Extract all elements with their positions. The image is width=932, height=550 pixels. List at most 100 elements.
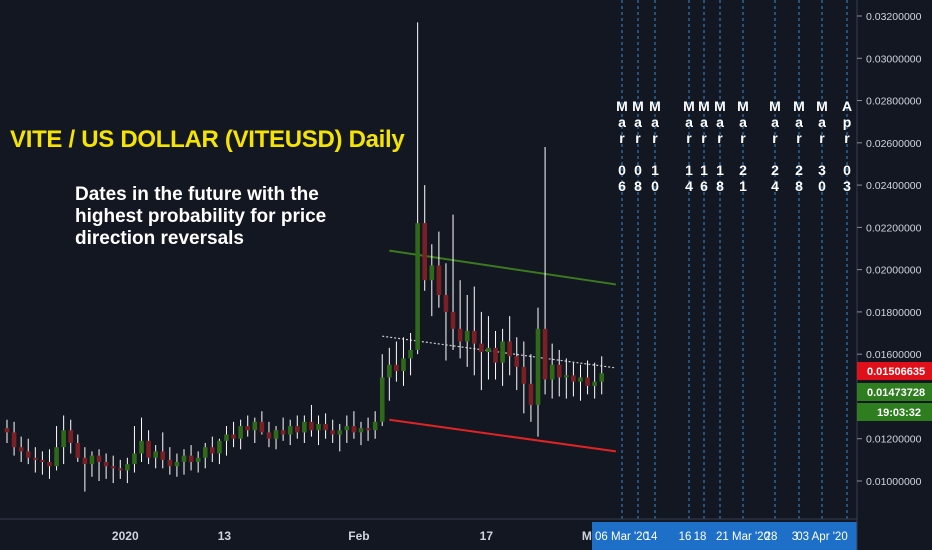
- future-date-axis-label: 14: [645, 531, 658, 543]
- future-date-char: a: [716, 114, 724, 130]
- candle: [422, 185, 428, 291]
- future-date-char: M: [816, 98, 828, 114]
- future-date-char: 0: [618, 162, 626, 178]
- candle-body: [372, 421, 378, 431]
- candle-body: [117, 468, 123, 471]
- candle-body: [486, 347, 491, 353]
- future-date-axis-label: 06 Mar '20: [595, 531, 649, 543]
- candle-body: [309, 421, 314, 431]
- candle: [188, 445, 194, 471]
- candle: [542, 147, 548, 395]
- candle: [365, 417, 371, 441]
- future-date-char: M: [714, 98, 726, 114]
- future-date-char: 4: [685, 178, 693, 194]
- candle-body: [556, 364, 562, 378]
- candle-body: [217, 440, 222, 454]
- candle-body: [11, 432, 17, 448]
- future-date-char: 6: [618, 178, 626, 194]
- y-tick-label: 0.02200000: [866, 222, 922, 234]
- candle: [556, 349, 562, 397]
- candle-body: [528, 383, 534, 405]
- future-date-char: a: [739, 114, 747, 130]
- candle-body: [96, 455, 102, 462]
- future-date-char: [792, 146, 806, 162]
- candle-body: [429, 265, 435, 281]
- x-tick-label: 2020: [112, 529, 139, 543]
- candle-body: [40, 459, 45, 462]
- candle: [521, 341, 527, 414]
- candle-body: [188, 455, 194, 462]
- future-date-char: r: [635, 130, 641, 146]
- candle-body: [316, 423, 321, 431]
- candle-body: [507, 341, 512, 357]
- future-date-char: a: [700, 114, 708, 130]
- candle: [549, 343, 555, 399]
- candle: [415, 22, 420, 355]
- future-date-axis-label: 03 Apr '20: [796, 531, 847, 543]
- candle: [578, 364, 583, 401]
- candle-body: [564, 375, 569, 378]
- x-tick-label: Feb: [348, 529, 369, 543]
- price-badge-label: 0.01473728: [867, 387, 925, 399]
- candle-body: [82, 457, 88, 465]
- y-tick-label: 0.03200000: [866, 11, 922, 23]
- future-date-char: r: [686, 130, 692, 146]
- candle: [564, 358, 569, 399]
- future-date-char: A: [841, 98, 853, 114]
- candle-body: [33, 457, 38, 460]
- candle-body: [493, 347, 498, 363]
- candle: [372, 411, 378, 439]
- future-date-char: [631, 146, 645, 162]
- future-date-char: r: [819, 130, 825, 146]
- candle-body: [210, 447, 215, 454]
- candle: [217, 438, 222, 465]
- candle-body: [266, 432, 272, 439]
- candle-body: [231, 434, 236, 439]
- future-date-char: r: [619, 130, 625, 146]
- future-date-char: 2: [771, 162, 779, 178]
- candle: [125, 457, 130, 484]
- candle: [479, 311, 484, 391]
- future-date-axis-label: 21 Mar '20: [716, 531, 770, 543]
- candle: [316, 415, 321, 446]
- future-date-char: a: [651, 114, 659, 130]
- candle-body: [379, 377, 385, 422]
- price-badge-bg: [857, 362, 932, 380]
- candle: [436, 231, 442, 308]
- candle: [358, 421, 364, 446]
- candle: [146, 430, 151, 465]
- candle-body: [387, 364, 392, 378]
- candle: [280, 417, 286, 441]
- candle: [323, 413, 328, 439]
- candle-body: [181, 455, 187, 462]
- candle: [160, 432, 166, 469]
- future-date-char: 0: [843, 162, 851, 178]
- candle: [429, 244, 435, 317]
- future-date-char: r: [796, 130, 802, 146]
- candle: [585, 360, 590, 395]
- candle: [571, 362, 576, 397]
- candle: [337, 423, 343, 452]
- future-date-char: r: [772, 130, 778, 146]
- candle: [535, 307, 541, 437]
- candle: [443, 263, 449, 361]
- future-date-char: [736, 146, 750, 162]
- candle: [224, 426, 229, 456]
- price-badge-bg: [857, 403, 932, 421]
- candle-body: [245, 426, 251, 431]
- future-date-char: a: [634, 114, 642, 130]
- candle: [33, 447, 38, 473]
- future-date-char: [615, 146, 629, 162]
- candle-body: [549, 364, 555, 380]
- future-date-char: M: [649, 98, 661, 114]
- candle: [330, 419, 335, 443]
- candle-body: [358, 428, 364, 433]
